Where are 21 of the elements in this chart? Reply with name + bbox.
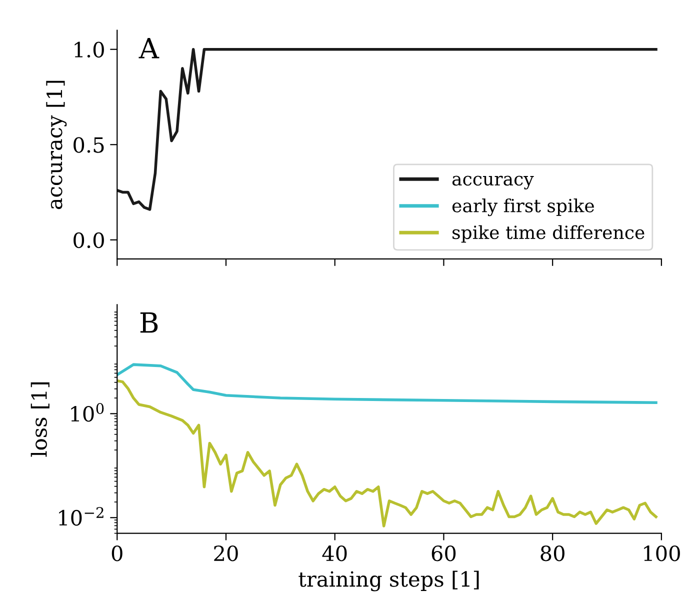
y-tick-label: 10$^{−2}$	[59, 507, 104, 526]
x-tick-label: 100	[644, 545, 680, 562]
x-tick-label: 60	[432, 545, 456, 562]
y-tick-label: 0.0	[74, 232, 104, 248]
x-tick-label: 80	[540, 545, 564, 562]
x-tick-label: 20	[214, 545, 238, 562]
x-tick-label: 40	[322, 545, 347, 562]
legend-label: accuracy	[452, 176, 534, 190]
x-axis-title: training steps [1]	[298, 570, 479, 592]
legend-label: spike time difference	[452, 225, 644, 243]
y-axis-title: accuracy [1]	[46, 80, 67, 210]
annotation: B	[140, 312, 158, 333]
legend-label: early first spike	[452, 198, 594, 216]
line-series	[117, 363, 658, 404]
y-axis-title: loss [1]	[30, 382, 50, 457]
line-series	[117, 379, 658, 528]
y-tick-label: 1.0	[74, 42, 104, 58]
x-tick-label: 0	[112, 545, 122, 562]
y-tick-label: 10$^{0}$	[71, 403, 104, 422]
annotation: A	[138, 38, 160, 58]
y-tick-label: 0.5	[74, 137, 104, 153]
